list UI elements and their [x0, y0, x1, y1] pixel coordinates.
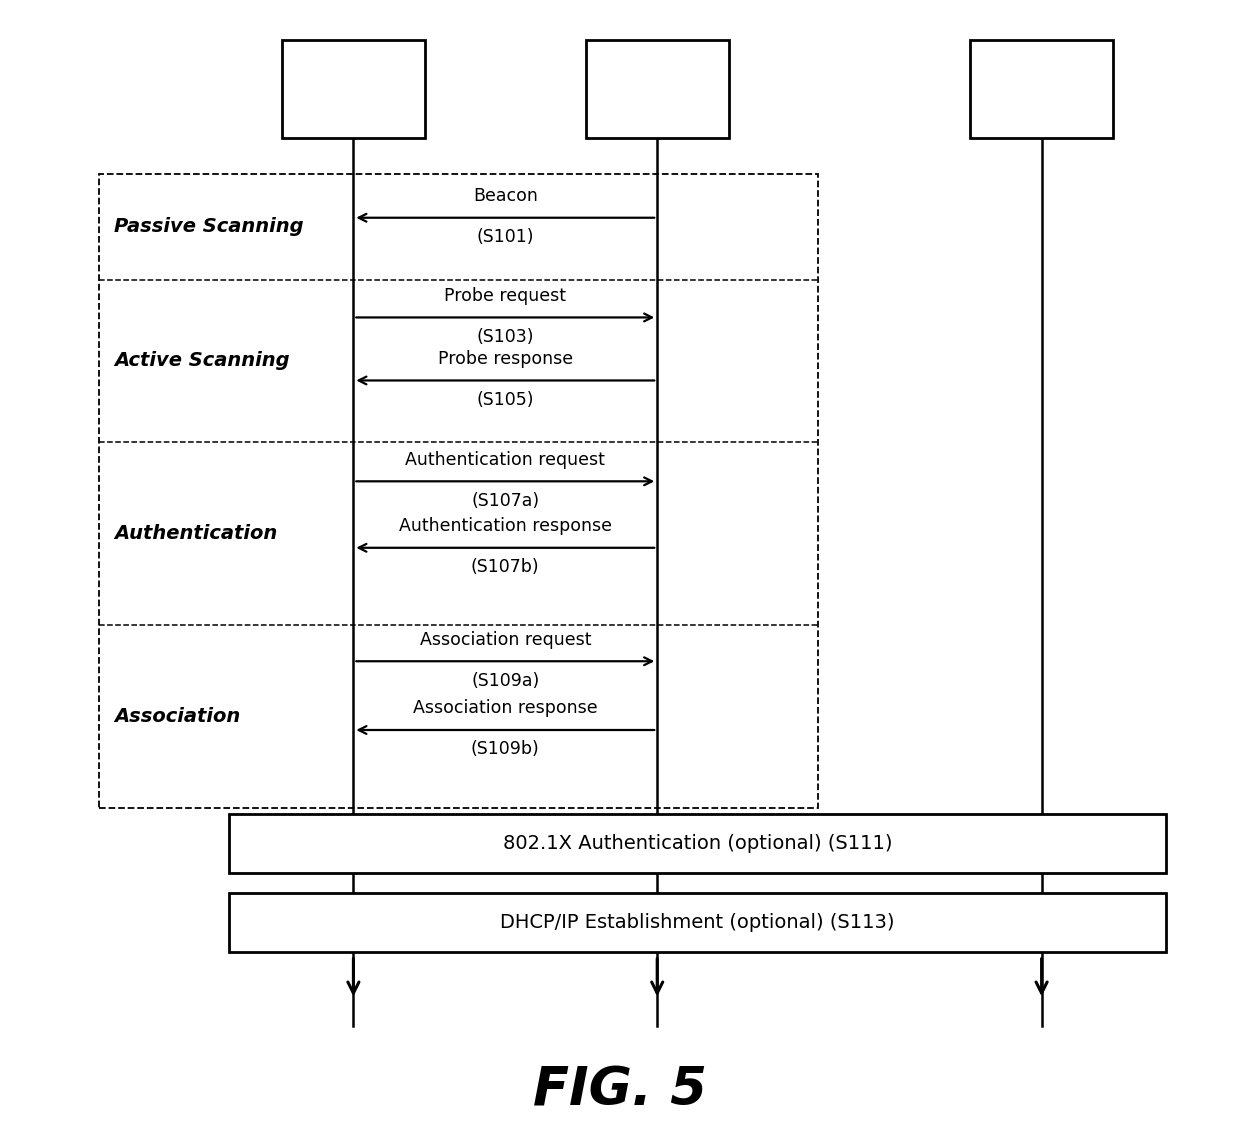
Text: Probe response: Probe response	[438, 350, 573, 368]
Text: DHCP/IP Establishment (optional) (S113): DHCP/IP Establishment (optional) (S113)	[500, 913, 895, 932]
Text: Beacon: Beacon	[472, 187, 538, 205]
Text: (S101): (S101)	[476, 228, 534, 246]
Text: STA
(100): STA (100)	[325, 68, 382, 110]
Text: Active Scanning: Active Scanning	[114, 352, 290, 370]
FancyBboxPatch shape	[229, 814, 1166, 873]
Text: Association response: Association response	[413, 699, 598, 717]
FancyBboxPatch shape	[970, 40, 1112, 138]
Text: (S107a): (S107a)	[471, 492, 539, 510]
Text: Authentication response: Authentication response	[399, 517, 611, 535]
Text: (S105): (S105)	[476, 391, 534, 409]
Text: (S109a): (S109a)	[471, 672, 539, 690]
Text: 802.1X Authentication (optional) (S111): 802.1X Authentication (optional) (S111)	[502, 834, 893, 853]
Text: (S107b): (S107b)	[471, 558, 539, 576]
Text: (S103): (S103)	[476, 328, 534, 346]
Text: Probe request: Probe request	[444, 286, 567, 305]
FancyBboxPatch shape	[587, 40, 729, 138]
Text: AP
(200): AP (200)	[629, 68, 686, 110]
Text: Passive Scanning: Passive Scanning	[114, 218, 304, 236]
Text: (S109b): (S109b)	[471, 740, 539, 759]
Text: AS
(300): AS (300)	[1013, 68, 1070, 110]
Text: Association request: Association request	[419, 630, 591, 649]
FancyBboxPatch shape	[229, 893, 1166, 952]
Text: FIG. 5: FIG. 5	[533, 1065, 707, 1117]
FancyBboxPatch shape	[281, 40, 424, 138]
Text: Authentication: Authentication	[114, 524, 278, 543]
Text: Association: Association	[114, 707, 241, 725]
Text: Authentication request: Authentication request	[405, 450, 605, 469]
